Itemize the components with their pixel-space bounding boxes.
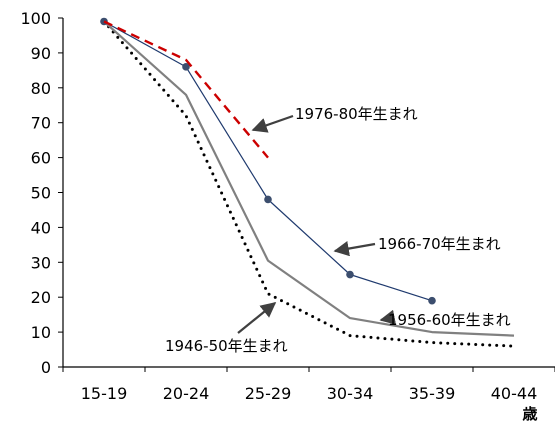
y-tick-label: 60 (31, 149, 51, 168)
annotation-label-0: 1976-80年生まれ (295, 105, 418, 123)
series-layer (100, 17, 516, 348)
series-line-1 (103, 20, 515, 337)
annotation-label-1: 1966-70年生まれ (378, 235, 501, 253)
y-tick-label: 10 (31, 323, 51, 342)
y-tick-label: 20 (31, 288, 51, 307)
y-tick-label: 90 (31, 44, 51, 63)
series-line-3 (103, 20, 269, 159)
x-unit-label: 歳 (522, 405, 537, 423)
y-tick-label: 80 (31, 79, 51, 98)
annotation-layer: 1976-80年生まれ 1966-70年生まれ 1956-60年生まれ 1946-50… (165, 105, 511, 355)
x-tick-label: 20-24 (163, 384, 210, 403)
annotation-arrow-0 (251, 114, 294, 133)
y-tick-label: 100 (20, 9, 51, 28)
axes: 0 10 20 30 40 50 60 70 80 90 100 15-19 20-24 25-29 30-… (20, 9, 555, 423)
x-tick-label: 40-44 (491, 384, 538, 403)
y-tick-label: 0 (41, 358, 51, 377)
x-tick-label: 25-29 (245, 384, 292, 403)
annotation-arrow-1 (333, 241, 376, 257)
series-point-2 (428, 296, 436, 305)
x-tick-label: 15-19 (81, 384, 128, 403)
annotation-label-2: 1956-60年生まれ (388, 311, 511, 329)
y-tick-label: 30 (31, 253, 51, 272)
series-point-2 (346, 270, 354, 279)
y-tick-label: 40 (31, 218, 51, 237)
series-point-2 (182, 63, 190, 71)
annotation-label-3: 1946-50年生まれ (165, 337, 288, 355)
x-tick-label: 35-39 (409, 384, 456, 403)
series-point-2 (264, 195, 272, 204)
series-line-0 (102, 20, 516, 348)
y-tick-label: 70 (31, 114, 51, 133)
y-tick-label: 50 (31, 184, 51, 203)
annotation-arrow-3 (237, 302, 277, 334)
annotation-arrow-2 (379, 309, 397, 325)
x-tick-label: 30-34 (327, 384, 374, 403)
